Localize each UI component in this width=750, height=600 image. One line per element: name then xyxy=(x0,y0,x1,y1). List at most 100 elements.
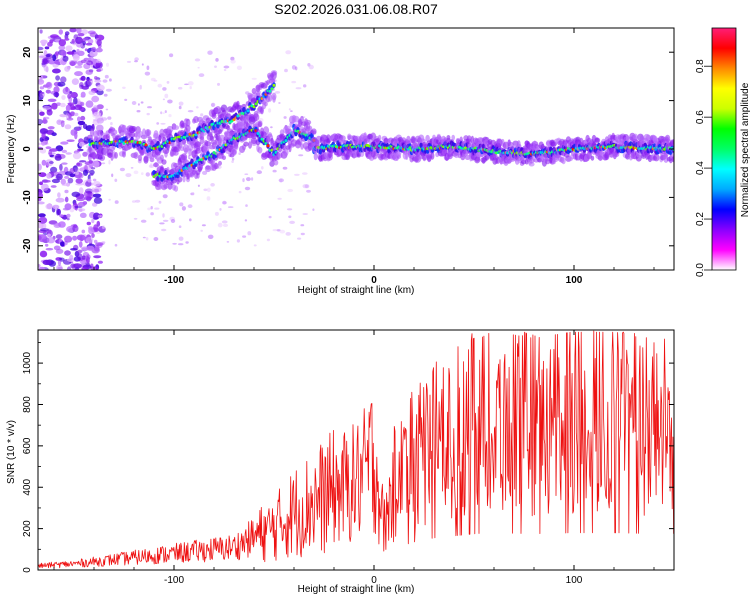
spectrogram-cell xyxy=(74,267,80,270)
spectrogram-cell xyxy=(166,166,170,174)
spectrogram-cell xyxy=(103,93,108,97)
spectrogram-cell xyxy=(188,148,192,157)
spectrogram-cell xyxy=(72,224,79,232)
spectrogram-cell xyxy=(39,250,48,258)
spectrogram-cell xyxy=(181,138,187,146)
spectrogram-cell xyxy=(87,38,94,44)
spectrogram-cell xyxy=(39,75,47,79)
spectrogram-cell xyxy=(64,250,71,256)
spectrogram-cell xyxy=(131,200,137,203)
spectrogram-cell xyxy=(272,83,276,87)
spectrogram-cell xyxy=(278,102,281,104)
spectrogram-cell xyxy=(257,146,263,154)
spectrogram-cell xyxy=(38,46,44,51)
spectrogram-cell xyxy=(76,234,86,241)
spectrogram-cell xyxy=(79,101,85,107)
spectrogram-cell xyxy=(84,80,92,88)
spectrogram-cell xyxy=(339,135,346,142)
spectrogram-cell xyxy=(50,34,59,38)
spectrogram-cell xyxy=(164,93,169,99)
spectrogram-cell xyxy=(270,126,273,129)
spectrogram-cell xyxy=(93,224,98,232)
spectrogram-cell xyxy=(187,204,193,209)
spectrogram-cell xyxy=(41,159,47,166)
y-tick-label: 10 xyxy=(22,95,33,107)
spectrogram-cell xyxy=(75,182,84,186)
spectrogram-cell xyxy=(177,176,183,183)
spectrogram-cell xyxy=(59,163,63,171)
spectrogram-cell xyxy=(73,165,78,173)
spectrogram-cell xyxy=(69,61,76,67)
spectrogram-cell xyxy=(474,156,481,164)
spectrogram-marks xyxy=(38,28,674,270)
spectrogram-cell xyxy=(451,134,456,141)
spectrogram-cell xyxy=(85,78,93,82)
spectrogram-cell xyxy=(212,163,220,170)
spectrogram-cell xyxy=(166,125,174,133)
spectrogram-cell xyxy=(46,82,52,88)
spectrogram-cell xyxy=(90,266,99,270)
spectrogram-cell xyxy=(266,238,270,242)
spectrogram-cell xyxy=(98,154,106,161)
spectrogram-cell xyxy=(40,39,48,45)
spectrogram-cell xyxy=(671,156,674,163)
spectrogram-cell xyxy=(80,115,86,121)
spectrogram-cell xyxy=(133,170,139,175)
spectrogram-cell xyxy=(67,93,72,99)
spectrogram-cell xyxy=(122,141,126,145)
spectrogram-cell xyxy=(77,256,82,262)
spectrogram-cell xyxy=(190,158,194,165)
x-tick-label: -100 xyxy=(164,575,184,586)
spectrogram-cell xyxy=(284,68,288,73)
spectrogram-cell xyxy=(60,50,67,56)
spectrogram-cell xyxy=(59,113,67,118)
spectrogram-cell xyxy=(69,111,75,117)
spectrogram-cell xyxy=(48,161,54,164)
spectrogram-cell xyxy=(46,237,56,244)
spectrogram-cell xyxy=(38,266,45,270)
spectrogram-cell xyxy=(430,152,435,160)
spectrogram-cell xyxy=(144,143,148,147)
spectrogram-cell xyxy=(38,216,48,224)
spectrogram-cell xyxy=(107,116,112,120)
spectrogram-cell xyxy=(101,241,106,244)
spectrogram-cell xyxy=(102,79,108,83)
spectrogram-cell xyxy=(60,102,66,108)
spectrogram-cell xyxy=(110,129,118,136)
spectrogram-cell xyxy=(138,141,142,144)
snr-series-line xyxy=(38,330,674,569)
spectrogram-cell xyxy=(75,178,83,184)
spectrogram-cell xyxy=(268,108,272,113)
spectrogram-cell xyxy=(42,105,51,110)
spectrogram-cell xyxy=(207,234,214,239)
spectrogram-cell xyxy=(91,167,96,170)
y-tick-label: -10 xyxy=(22,190,33,205)
spectrogram-cell xyxy=(66,217,70,221)
spectrogram-cell xyxy=(537,157,543,163)
spectrogram-cell xyxy=(408,146,412,150)
spectrogram-cell xyxy=(86,221,92,226)
spectrogram-cell xyxy=(148,164,155,168)
spectrogram-cell xyxy=(45,203,53,210)
spectrogram-cell xyxy=(39,148,47,154)
spectrogram-cell xyxy=(202,170,208,175)
spectrogram-cell xyxy=(154,162,158,168)
spectrogram-cell xyxy=(260,137,264,141)
spectrogram-cell xyxy=(258,121,262,128)
spectrogram-cell xyxy=(124,98,128,101)
spectrogram-cell xyxy=(85,256,90,264)
spectrogram-cell xyxy=(177,243,184,246)
spectrogram-cell xyxy=(73,263,82,269)
spectrogram-cell xyxy=(178,225,182,228)
spectrogram-cell xyxy=(285,232,291,236)
spectrogram-cell xyxy=(93,118,97,122)
spectrogram-cell xyxy=(138,154,142,162)
spectrogram-cell xyxy=(47,126,55,130)
spectrogram-cell xyxy=(38,263,41,268)
snr-panel: -100 0 100 0 200 400 600 800 1000 Height of str… xyxy=(6,329,675,595)
spectrogram-cell xyxy=(75,162,83,167)
spectrogram-cell xyxy=(70,129,77,136)
spectrogram-cell xyxy=(232,118,236,122)
spectrogram-cell xyxy=(283,116,287,119)
